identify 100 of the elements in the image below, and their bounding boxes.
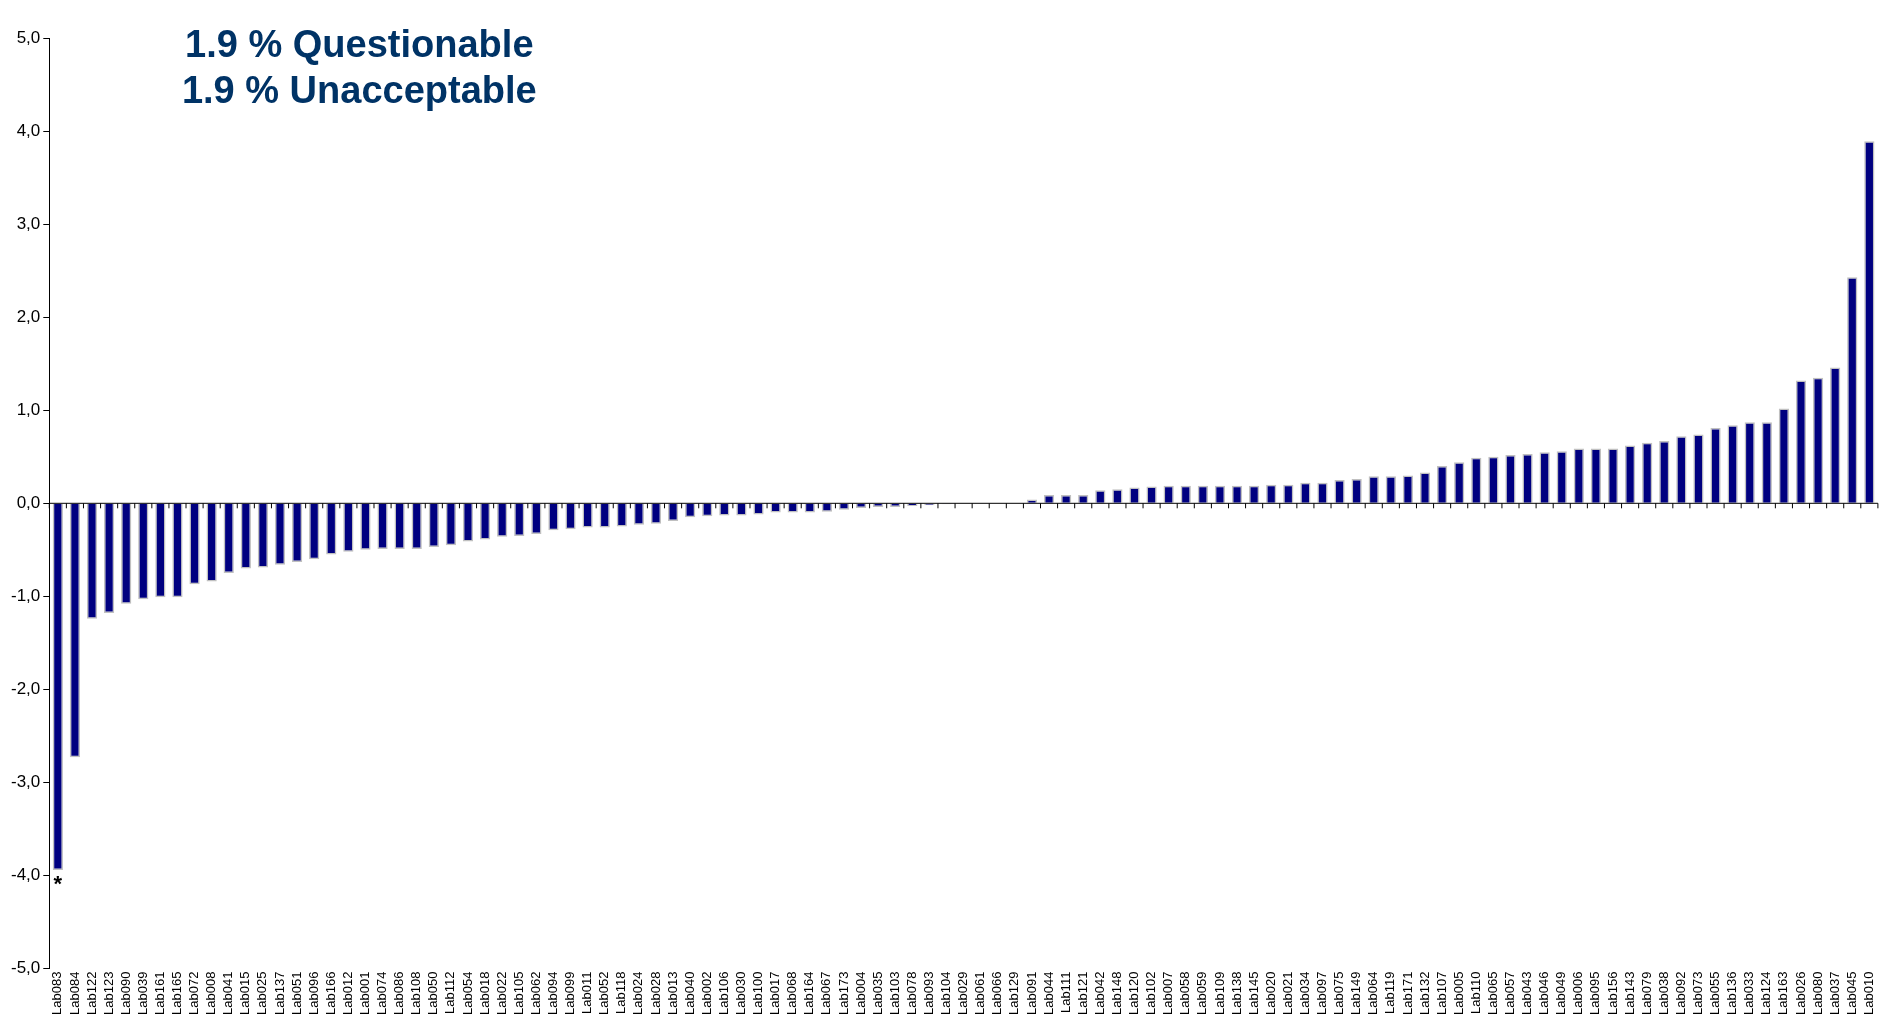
x-tick-label: Lab149 — [1348, 971, 1364, 1016]
x-tick-label: Lab059 — [1194, 971, 1210, 1016]
x-tick-label: Lab042 — [1091, 971, 1107, 1016]
x-tick-label: Lab007 — [1160, 971, 1176, 1016]
x-tick-label: Lab051 — [288, 971, 304, 1016]
x-tick-label: Lab165 — [169, 971, 185, 1016]
x-tick-label: Lab005 — [1450, 971, 1466, 1016]
x-tick-label: Lab026 — [1792, 971, 1808, 1016]
x-tick-label: Lab102 — [1143, 971, 1159, 1016]
x-tick-label: Lab129 — [1006, 971, 1022, 1016]
x-tick-label: Lab173 — [835, 971, 851, 1016]
x-tick-label: Lab166 — [322, 971, 338, 1016]
x-tick-label: Lab022 — [493, 971, 509, 1016]
x-tick-label: Lab132 — [1416, 971, 1432, 1016]
x-tick-label: Lab092 — [1672, 971, 1688, 1016]
x-tick-label: Lab012 — [339, 971, 355, 1016]
x-tick-label: Lab164 — [801, 971, 817, 1016]
x-tick-label: Lab011 — [579, 971, 595, 1015]
y-tick-label: 4,0 — [16, 120, 41, 140]
x-tick-label: Lab079 — [1638, 971, 1654, 1016]
x-tick-label: Lab074 — [374, 971, 390, 1016]
x-tick-label: Lab094 — [545, 971, 561, 1016]
x-tick-label: Lab067 — [818, 971, 834, 1016]
x-tick-label: Lab121 — [1074, 971, 1090, 1016]
x-tick-label: Lab057 — [1502, 971, 1518, 1016]
x-tick-label: Lab093 — [920, 971, 936, 1016]
x-tick-label: Lab049 — [1553, 971, 1569, 1016]
x-tick-label: Lab068 — [784, 971, 800, 1016]
y-tick-label: 3,0 — [16, 213, 41, 233]
x-tick-label: Lab030 — [733, 971, 749, 1016]
x-tick-label: Lab111 — [1057, 971, 1073, 1014]
x-tick-label: Lab065 — [1484, 971, 1500, 1016]
x-tick-label: Lab120 — [1126, 971, 1142, 1016]
x-tick-label: Lab105 — [510, 971, 526, 1016]
x-tick-label: Lab163 — [1775, 971, 1791, 1016]
x-tick-label: Lab118 — [613, 971, 629, 1015]
y-tick-label: -5,0 — [11, 958, 41, 978]
x-tick-label: Lab104 — [938, 971, 954, 1016]
x-tick-label: Lab061 — [972, 971, 988, 1016]
y-tick-label: -2,0 — [11, 679, 41, 699]
x-tick-label: Lab035 — [869, 971, 885, 1016]
x-tick-label: Lab083 — [49, 971, 65, 1016]
x-tick-label: Lab062 — [527, 971, 543, 1016]
x-tick-label: Lab145 — [1245, 971, 1261, 1016]
x-tick-label: Lab037 — [1826, 971, 1842, 1016]
x-tick-label: Lab078 — [903, 971, 919, 1016]
x-tick-label: Lab008 — [203, 971, 219, 1016]
x-tick-label: Lab041 — [220, 971, 236, 1016]
x-tick-label: Lab080 — [1809, 971, 1825, 1016]
x-tick-label: Lab095 — [1587, 971, 1603, 1016]
x-tick-label: Lab006 — [1570, 971, 1586, 1016]
x-tick-label: Lab013 — [664, 971, 680, 1016]
y-tick-label: 5,0 — [16, 27, 41, 47]
x-tick-label: Lab020 — [1262, 971, 1278, 1016]
x-tick-label: Lab025 — [254, 971, 270, 1016]
x-tick-label: Lab103 — [886, 971, 902, 1016]
x-tick-label: Lab148 — [1108, 971, 1124, 1016]
x-tick-label: Lab110 — [1467, 971, 1483, 1015]
x-tick-label: Lab138 — [1228, 971, 1244, 1016]
x-tick-label: Lab015 — [237, 971, 253, 1016]
x-tick-label: Lab119 — [1382, 971, 1398, 1015]
x-tick-label: Lab017 — [767, 971, 783, 1016]
x-tick-label: Lab086 — [391, 971, 407, 1016]
x-tick-label: Lab072 — [186, 971, 202, 1016]
x-tick-label: Lab143 — [1621, 971, 1637, 1016]
x-tick-label: Lab156 — [1604, 971, 1620, 1016]
x-tick-label: Lab171 — [1399, 971, 1415, 1016]
x-tick-label: Lab064 — [1365, 971, 1381, 1016]
x-tick-label: Lab096 — [305, 971, 321, 1016]
x-tick-label: Lab112 — [442, 971, 458, 1015]
annotation: * — [53, 871, 63, 897]
y-tick-label: -4,0 — [11, 865, 41, 885]
x-tick-label: Lab034 — [1296, 971, 1312, 1016]
x-tick-label: Lab046 — [1536, 971, 1552, 1016]
x-tick-label: Lab055 — [1707, 971, 1723, 1016]
y-tick-label: 2,0 — [16, 306, 41, 326]
x-tick-label: Lab075 — [1331, 971, 1347, 1016]
x-tick-label: Lab073 — [1690, 971, 1706, 1016]
x-tick-label: Lab029 — [955, 971, 971, 1016]
chart-title: 1.9 % Questionable 1.9 % Unacceptable — [181, 23, 537, 112]
x-tick-label: Lab002 — [698, 971, 714, 1016]
y-tick-label: 0,0 — [16, 493, 41, 512]
y-tick-label: -3,0 — [11, 772, 41, 792]
x-tick-label: Lab109 — [1211, 971, 1227, 1016]
x-tick-label: Lab010 — [1860, 971, 1876, 1016]
x-tick-label: Lab090 — [117, 971, 133, 1016]
y-tick-label: 1,0 — [16, 399, 41, 419]
x-tick-label: Lab058 — [1177, 971, 1193, 1016]
x-tick-label: Lab099 — [562, 971, 578, 1016]
x-tick-label: Lab100 — [750, 971, 766, 1016]
x-tick-label: Lab124 — [1758, 971, 1774, 1016]
x-tick-label: Lab001 — [357, 971, 373, 1016]
x-tick-label: Lab045 — [1843, 971, 1859, 1016]
x-tick-label: Lab137 — [271, 971, 287, 1016]
x-tick-label: Lab004 — [852, 971, 868, 1016]
x-tick-label: Lab066 — [989, 971, 1005, 1016]
x-tick-label: Lab091 — [1023, 971, 1039, 1016]
x-tick-label: Lab122 — [83, 971, 99, 1016]
x-tick-label: Lab028 — [647, 971, 663, 1016]
y-tick-label: -1,0 — [11, 586, 41, 606]
